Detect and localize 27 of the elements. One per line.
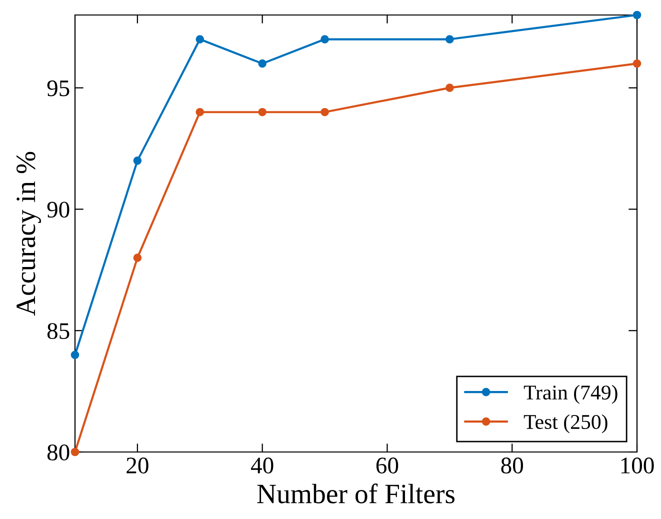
point [196,108,204,116]
point [320,35,329,44]
point [133,254,142,262]
point [133,156,142,165]
y-axis-title: Accuracy in % [16,152,41,316]
point [632,59,642,68]
y-tick-label: 80 [47,444,70,460]
x-tick-label: 100 [621,458,654,474]
x-axis-title: Number of Filters [257,484,455,504]
y-tick-label: 85 [47,323,70,340]
point [70,448,80,456]
point [258,108,266,116]
x-tick-label: 40 [250,458,274,474]
point [320,108,329,116]
x-tick-label: 80 [501,458,524,474]
point [70,350,80,360]
point [632,10,642,20]
x-tick-label: 60 [376,458,398,474]
x-tick-label: 20 [126,458,148,474]
point [196,35,204,44]
point [446,84,454,92]
point [258,59,266,68]
y-tick-label: 90 [47,202,70,218]
legend-label: Test (250) [524,414,608,434]
legend-label: Train (749) [524,384,618,404]
point [446,35,454,44]
y-tick-label: 95 [47,80,70,96]
